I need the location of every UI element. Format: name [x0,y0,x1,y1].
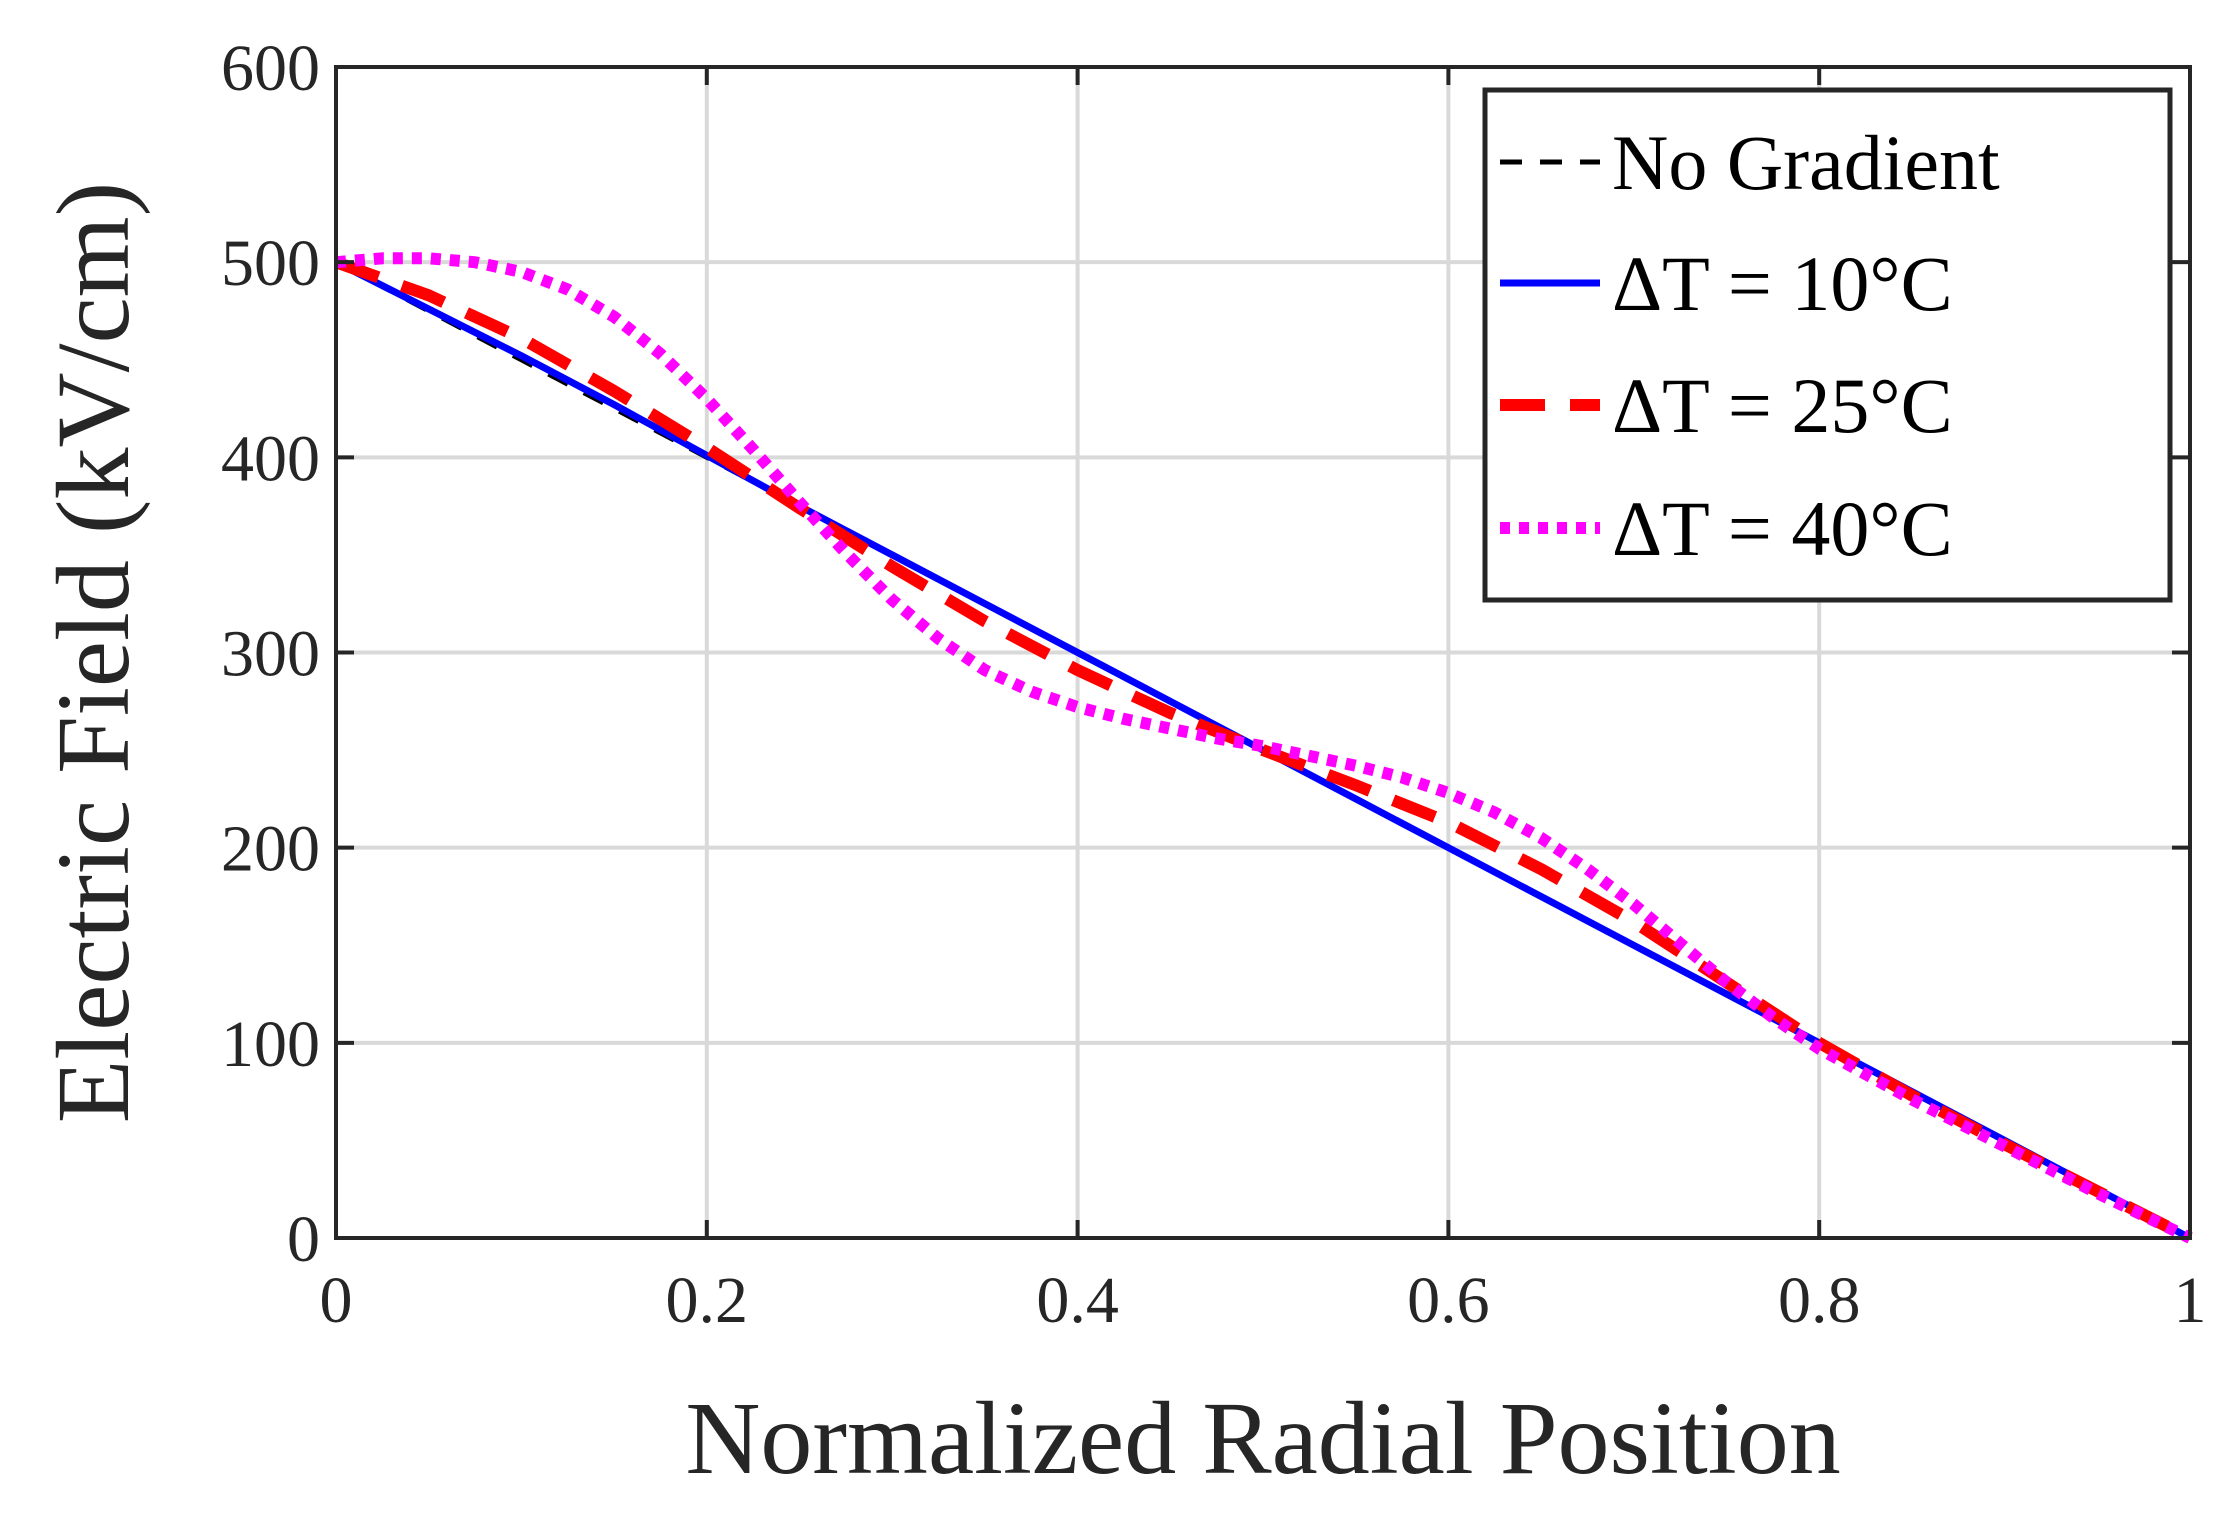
series-line-t-40-c [335,252,2193,1244]
y-tick-label: 500 [221,227,320,300]
x-tick-label: 0.2 [666,1264,749,1337]
y-tick-label: 200 [221,813,320,886]
x-axis-label: Normalized Radial Position [685,1381,1840,1496]
y-tick-label: 600 [221,32,320,105]
x-tick-label: 0.8 [1778,1264,1861,1337]
x-tick-label: 0.4 [1036,1264,1119,1337]
y-tick-label: 400 [221,422,320,495]
x-tick-label: 1 [2174,1264,2207,1337]
legend-label-t-10-c: ΔT = 10°C [1612,240,1953,327]
x-tick-label: 0.6 [1407,1264,1490,1337]
y-axis-label: Electric Field (kV/cm) [36,182,151,1123]
legend-label-t-25-c: ΔT = 25°C [1612,362,1953,449]
legend-label-t-40-c: ΔT = 40°C [1612,485,1953,572]
y-tick-label: 100 [221,1008,320,1081]
x-tick-label: 0 [320,1264,353,1337]
y-tick-label: 300 [221,618,320,691]
ticks: 0 0.2 0.4 0.6 0.8 1 0 100 200 300 400 500 600 [221,32,2207,1337]
legend-box [1482,87,2173,603]
legend-label-no-gradient: No Gradient [1612,119,2000,206]
legend: No Gradient ΔT = 10°C ΔT = 25°C ΔT = 40°C [1482,87,2173,603]
y-tick-label: 0 [287,1203,320,1276]
series-group [333,252,2193,1244]
